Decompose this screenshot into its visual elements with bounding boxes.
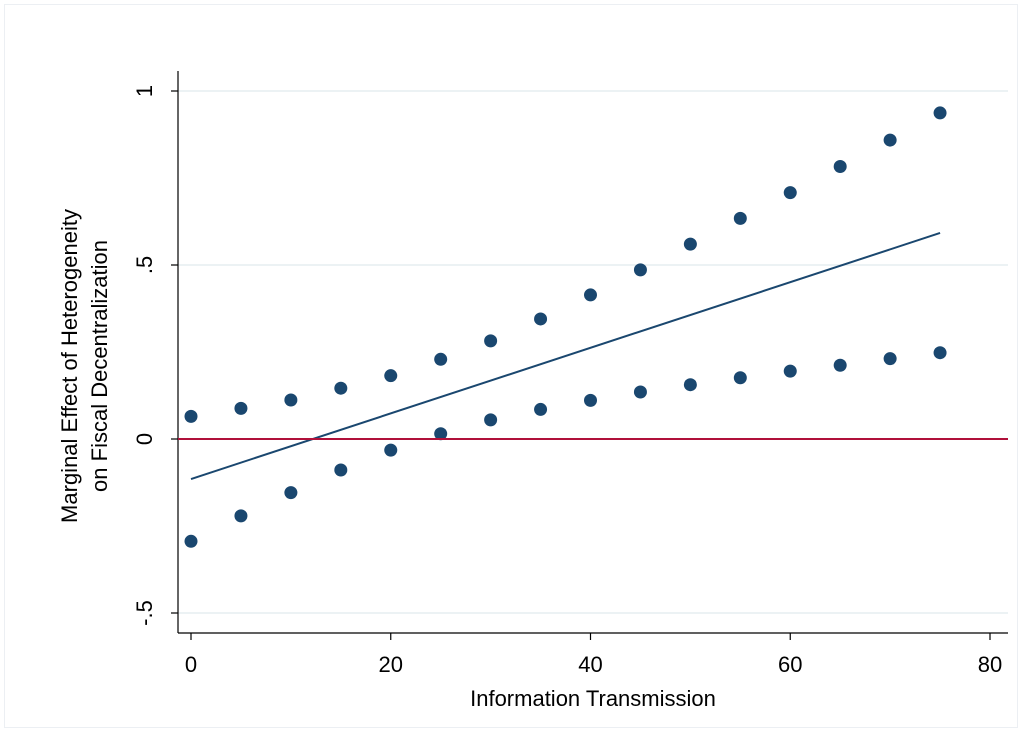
lower-bound-point: [334, 463, 348, 477]
upper-bound-point: [633, 263, 647, 277]
lower-bound-point: [584, 393, 597, 407]
x-tick-label: 80: [978, 652, 1002, 677]
upper-bound-point: [384, 369, 398, 383]
y-tick-label: 0: [132, 433, 157, 445]
upper-bound-point: [334, 381, 348, 395]
lower-bound-point: [783, 364, 797, 378]
x-tick-label: 60: [778, 652, 802, 677]
upper-bound-point: [733, 211, 747, 225]
lower-bound-point: [633, 385, 647, 399]
x-tick-label: 40: [578, 652, 602, 677]
upper-bound-point: [833, 160, 847, 174]
lower-bound-point: [384, 443, 398, 457]
lower-bound-point: [484, 413, 498, 427]
marginal-effect-line: [190, 232, 941, 480]
y-tick-label: -.5: [132, 600, 157, 626]
y-axis-title-line-2: on Fiscal Decentralization: [87, 240, 112, 492]
x-tick-label: 20: [379, 652, 403, 677]
lower-bound-point: [234, 509, 248, 523]
upper-bound-point: [783, 186, 797, 200]
lower-bound-point: [434, 427, 448, 441]
chart-frame: -.5 0 .5 1 0 20 40 60 80 Information Transmissio…: [4, 4, 1018, 728]
axis-layer: -.5 0 .5 1 0 20 40 60 80: [132, 71, 1008, 677]
lower-bound-point: [184, 534, 198, 548]
y-axis-title-line-1: Marginal Effect of Heterogeneity: [57, 209, 82, 523]
upper-bound-point: [434, 352, 448, 366]
grid-layer: [178, 90, 1008, 614]
upper-bound-point: [484, 334, 498, 348]
x-axis-title: Information Transmission: [470, 686, 716, 711]
lower-bound-point: [534, 402, 548, 416]
y-tick-label: 1: [132, 85, 157, 97]
lower-bound-point: [883, 352, 897, 366]
marginal-effect-chart: -.5 0 .5 1 0 20 40 60 80 Information Transmissio…: [57, 71, 1008, 711]
lower-bound-point: [833, 358, 847, 372]
x-tick-label: 0: [185, 652, 197, 677]
y-tick-label: .5: [132, 256, 157, 274]
upper-bound-point: [883, 133, 897, 147]
upper-bound-point: [184, 409, 198, 423]
upper-bound-point: [284, 393, 298, 407]
lower-bound-point: [284, 486, 298, 500]
lower-bound-point: [733, 371, 747, 385]
lower-bound-point: [933, 346, 947, 360]
upper-bound-point: [234, 401, 248, 415]
y-axis-title: Marginal Effect of Heterogeneity on Fisc…: [57, 209, 112, 523]
upper-bound-point: [584, 288, 597, 302]
lower-bound-point: [683, 378, 697, 392]
upper-bound-point: [534, 312, 548, 326]
series-layer: [178, 106, 1008, 548]
upper-bound-point: [933, 106, 947, 120]
upper-bound-point: [683, 237, 697, 251]
